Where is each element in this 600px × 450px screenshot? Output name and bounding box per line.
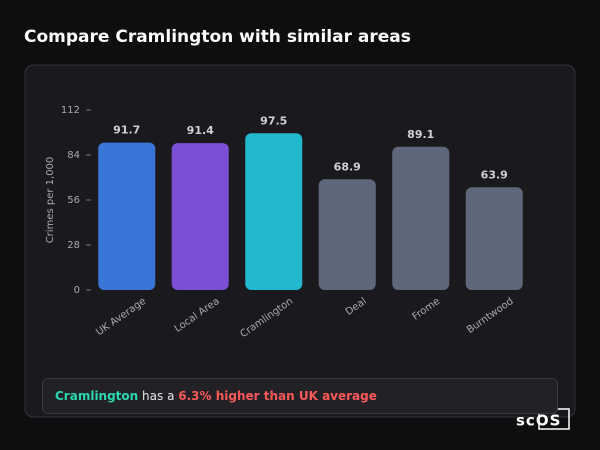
summary-area: Cramlington <box>55 389 139 403</box>
bar <box>392 146 450 290</box>
chart-title: Compare Cramlington with similar areas <box>24 27 411 47</box>
value-label: 89.1 <box>407 128 434 141</box>
bar <box>245 133 303 290</box>
summary-text: has a <box>142 389 175 403</box>
bar <box>98 142 156 290</box>
value-label: 97.5 <box>260 114 287 127</box>
logo: scOS <box>516 412 561 430</box>
summary: Cramlington has a 6.3% higher than UK av… <box>42 378 558 414</box>
value-label: 91.7 <box>113 124 140 137</box>
bar <box>318 179 376 290</box>
bar <box>465 187 523 290</box>
value-label: 63.9 <box>481 168 508 181</box>
value-label: 91.4 <box>187 124 214 137</box>
y-tick-label: 112 <box>61 105 80 116</box>
y-tick-label: 0 <box>74 285 80 296</box>
y-axis-label: Crimes per 1,000 <box>45 157 56 244</box>
summary-comparison: 6.3% higher than UK average <box>178 389 377 403</box>
bar <box>171 143 229 290</box>
y-tick-label: 28 <box>67 240 80 251</box>
value-label: 68.9 <box>334 160 361 173</box>
y-tick-label: 84 <box>67 150 80 161</box>
y-tick-label: 56 <box>67 195 80 206</box>
